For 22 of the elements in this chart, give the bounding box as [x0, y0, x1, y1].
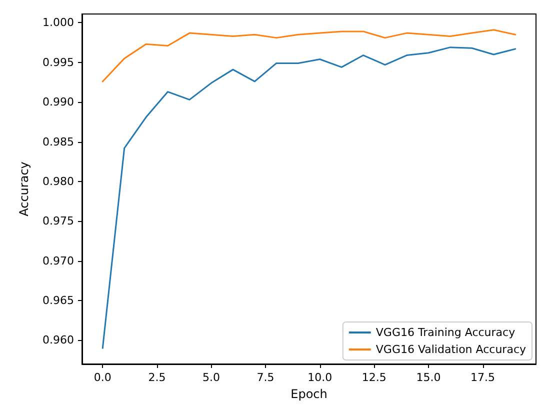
- x-axis-title: Epoch: [290, 387, 328, 401]
- x-tick-label: 10.0: [308, 371, 332, 384]
- y-tick-label: 0.970: [42, 254, 74, 268]
- y-tick-label: 1.000: [42, 16, 74, 30]
- x-tick-label: 5.0: [202, 371, 220, 384]
- legend-label: VGG16 Training Accuracy: [376, 326, 516, 339]
- x-tick-label: 12.5: [362, 371, 386, 384]
- y-axis-title: Accuracy: [17, 162, 31, 216]
- x-tick-label: 15.0: [416, 371, 441, 384]
- y-tick-label: 0.960: [42, 334, 74, 347]
- y-tick-label: 0.980: [42, 174, 74, 188]
- y-tick-label: 0.985: [42, 135, 74, 148]
- y-tick-label: 0.975: [42, 214, 74, 228]
- legend-label: VGG16 Validation Accuracy: [376, 343, 526, 356]
- y-tick-label: 0.995: [42, 56, 74, 69]
- y-tick-label: 0.990: [42, 96, 74, 109]
- x-tick-label: 7.5: [256, 371, 274, 384]
- x-tick-label: 0.0: [94, 371, 112, 384]
- y-tick-label: 0.965: [42, 294, 74, 308]
- x-tick-label: 17.5: [470, 371, 496, 384]
- x-tick-label: 2.5: [148, 371, 166, 384]
- line-series: [102, 29, 516, 82]
